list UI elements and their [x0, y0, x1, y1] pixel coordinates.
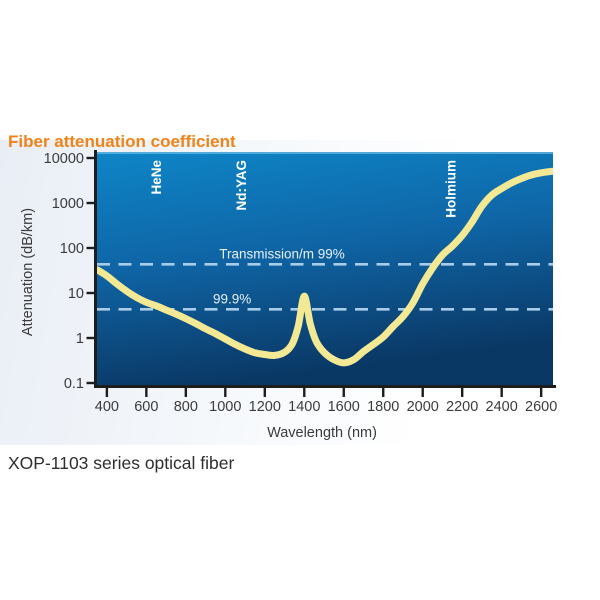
x-tick-label: 2600 — [525, 399, 557, 415]
y-tick-label: 0.1 — [64, 376, 84, 392]
x-tick-label: 800 — [174, 399, 198, 415]
x-tick-label: 400 — [95, 399, 119, 415]
curve-layer — [97, 167, 553, 367]
x-axis-title: Wavelength (nm) — [267, 425, 377, 441]
laser-label-holmium: Holmium — [443, 160, 458, 218]
x-tick-label: 600 — [134, 399, 158, 415]
axes-layer: 10000 1000 100 10 1 0.1 400 600 800 1000 1200 1400 1… — [44, 150, 557, 415]
x-tick-label: 1600 — [328, 399, 360, 415]
y-tick-label: 1000 — [52, 196, 84, 212]
plot-area — [97, 152, 553, 385]
figure-caption: XOP-1103 series optical fiber — [8, 453, 235, 473]
laser-label-hene: HeNe — [149, 160, 164, 195]
x-tick-label: 2400 — [486, 399, 518, 415]
plot-background — [97, 152, 553, 385]
reference-line-label: 99.9% — [213, 291, 251, 306]
x-tick-label: 1800 — [367, 399, 399, 415]
attenuation-curve — [97, 167, 553, 367]
laser-annotations: HeNe Nd:YAG Holmium — [149, 160, 458, 218]
y-tick-label: 100 — [60, 241, 84, 257]
laser-label-ndyag: Nd:YAG — [234, 160, 249, 211]
y-tick-label: 10 — [68, 286, 84, 302]
reference-line-label: Transmission/m 99% — [219, 246, 345, 261]
x-tick-label: 1200 — [249, 399, 281, 415]
y-tick-label: 10000 — [44, 151, 84, 167]
x-tick-label: 1400 — [288, 399, 320, 415]
x-tick-label: 2200 — [446, 399, 478, 415]
y-tick-label: 1 — [76, 331, 84, 347]
x-tick-label: 1000 — [209, 399, 241, 415]
chart-title: Fiber attenuation coefficient — [8, 132, 236, 152]
x-tick-label: 2000 — [407, 399, 439, 415]
y-axis-title: Attenuation (dB/km) — [20, 208, 36, 336]
